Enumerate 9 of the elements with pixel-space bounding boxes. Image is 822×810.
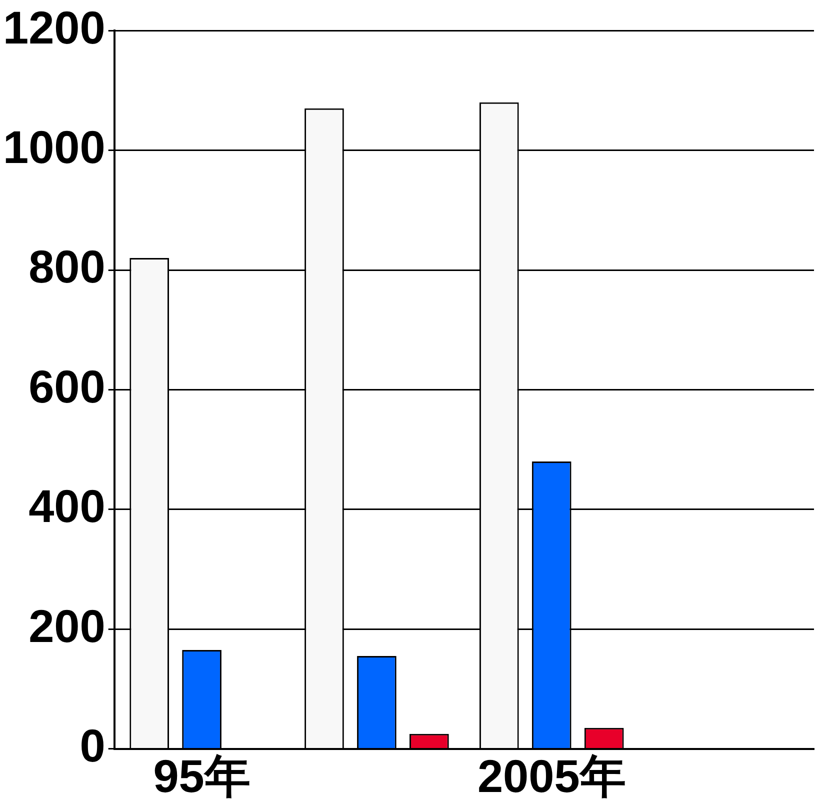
x-tick-label: 95年 <box>153 750 250 802</box>
y-tick-label: 400 <box>28 480 106 532</box>
x-tick-label: 2005年 <box>477 750 626 802</box>
y-tick-label: 0 <box>80 719 106 772</box>
y-tick-label: 600 <box>28 360 106 412</box>
y-tick-label: 1200 <box>2 1 106 54</box>
y-tick-label: 800 <box>28 240 106 293</box>
y-tick-label: 1000 <box>2 120 106 173</box>
y-tick-label: 200 <box>28 600 106 652</box>
